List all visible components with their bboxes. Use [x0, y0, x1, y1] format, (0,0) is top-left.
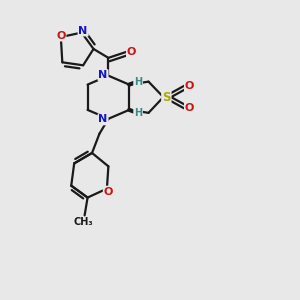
- Text: O: O: [104, 187, 113, 196]
- Text: O: O: [127, 47, 136, 57]
- Text: O: O: [185, 81, 194, 91]
- Text: O: O: [185, 103, 194, 113]
- Text: N: N: [98, 70, 108, 80]
- Text: N: N: [79, 26, 88, 35]
- Text: H: H: [134, 76, 142, 87]
- Text: CH₃: CH₃: [73, 217, 93, 227]
- Text: S: S: [162, 91, 171, 103]
- Text: O: O: [56, 31, 65, 40]
- Text: H: H: [134, 108, 142, 118]
- Text: N: N: [98, 114, 108, 124]
